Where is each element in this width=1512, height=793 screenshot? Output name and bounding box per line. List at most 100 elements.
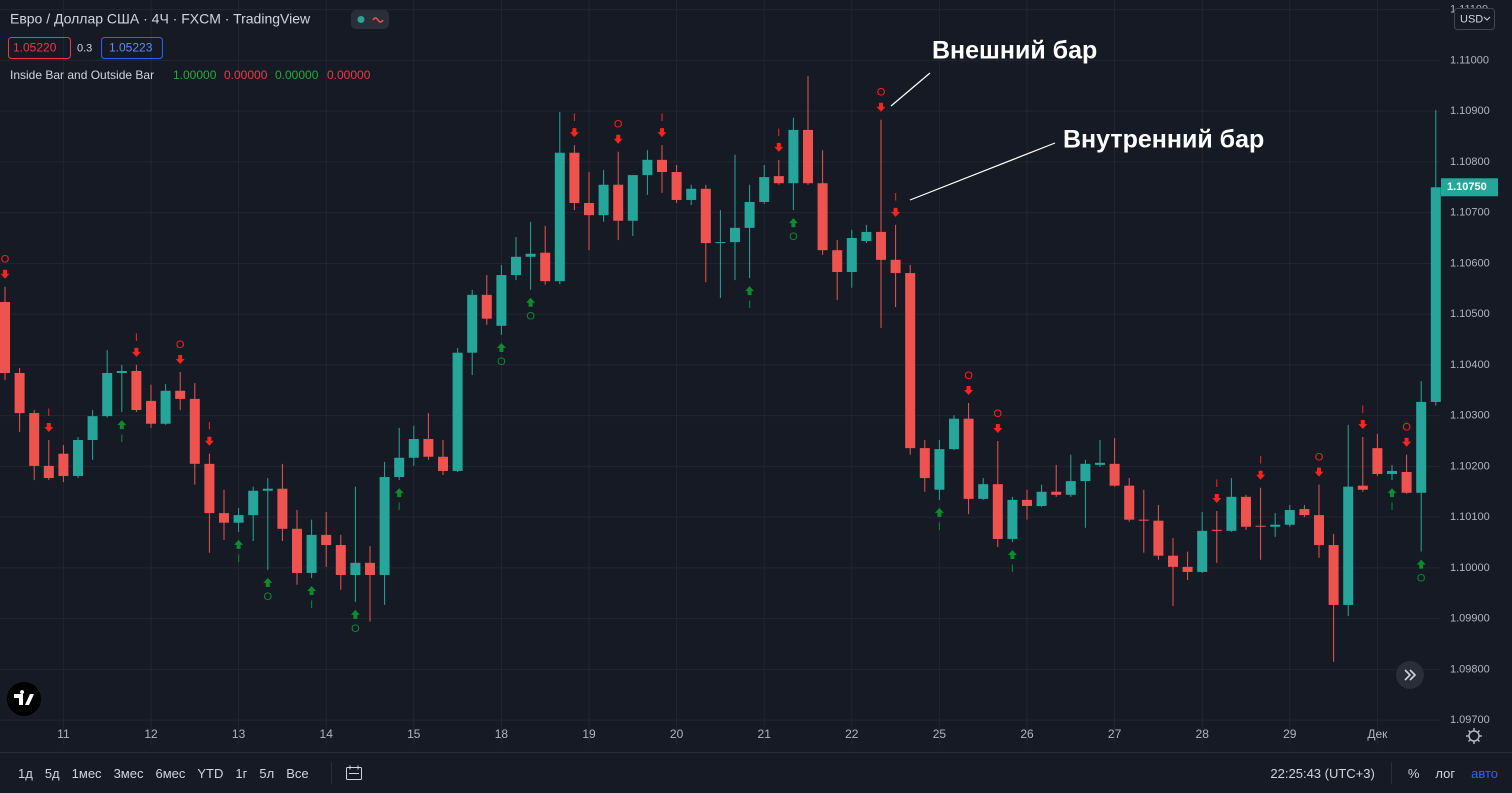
signal-arrow	[876, 102, 886, 112]
candle-body	[1065, 481, 1076, 495]
toggle-wave[interactable]	[372, 17, 384, 23]
range-button[interactable]: 5л	[259, 765, 275, 781]
x-tick-label: 28	[1196, 727, 1210, 741]
currency-selector[interactable]: USD	[1454, 8, 1495, 30]
y-tick-label: 1.10400	[1450, 359, 1490, 371]
x-tick-label: 20	[670, 727, 684, 741]
auto-toggle[interactable]: авто	[1471, 765, 1498, 781]
candle-body	[1372, 448, 1383, 474]
x-tick-label: 21	[758, 727, 772, 741]
signal-arrow	[993, 424, 1003, 434]
logo-bg[interactable]	[7, 682, 41, 716]
range-button[interactable]: 1мес	[71, 765, 102, 781]
ask-price[interactable]: 1.05223	[109, 41, 153, 55]
logo[interactable]	[7, 682, 41, 716]
candle-body	[978, 484, 989, 499]
x-tick-label: 11	[57, 727, 70, 741]
signal-label: O	[497, 356, 506, 368]
range-button[interactable]: YTD	[197, 765, 224, 781]
settings-icon[interactable]	[1466, 728, 1482, 744]
visibility-toggle[interactable]	[351, 10, 389, 29]
range-button[interactable]: 5д	[44, 765, 60, 781]
candle-body	[846, 238, 857, 273]
candle-body	[467, 294, 478, 353]
candle-body	[277, 488, 288, 529]
y-tick-label: 1.10900	[1450, 105, 1490, 117]
candle-body	[642, 159, 653, 176]
calendar-icon[interactable]	[345, 767, 362, 780]
range-button[interactable]: 6мес	[155, 765, 186, 781]
signal-arrow	[117, 420, 127, 430]
bid-price[interactable]: 1.05220	[13, 41, 57, 55]
signals: O I I I O I I O I O I O O I O I I I O O I I O O I I I O I I O O	[0, 87, 1426, 635]
logo-mark[interactable]	[14, 690, 34, 705]
candle-body	[1270, 524, 1281, 527]
last-price-box	[1441, 178, 1498, 197]
grid	[0, 0, 1440, 745]
candle-body	[657, 159, 667, 173]
settings[interactable]	[1466, 728, 1482, 744]
candle-body	[1387, 470, 1397, 474]
bid-box[interactable]	[8, 37, 71, 59]
y-tick-label: 1.11000	[1450, 54, 1489, 66]
candle-body	[511, 256, 521, 276]
signal-arrow	[891, 207, 901, 217]
annotation-line	[890, 72, 931, 107]
x-tick-label: 18	[495, 727, 509, 741]
signal-label: I	[1215, 478, 1218, 490]
signal-label: I	[310, 599, 313, 611]
signal-arrow	[1402, 437, 1412, 447]
toggle-dot[interactable]	[357, 16, 365, 23]
currency-box[interactable]	[1454, 8, 1495, 30]
toggle-bg[interactable]	[351, 10, 389, 29]
scroll-icon[interactable]	[1404, 669, 1417, 681]
candle-body	[131, 370, 142, 411]
candle-body	[146, 400, 156, 424]
currency[interactable]: USD	[1460, 13, 1483, 25]
y-tick-label: 1.10200	[1450, 460, 1490, 472]
candle-body	[219, 513, 229, 523]
candle-body	[379, 477, 390, 575]
percent-toggle[interactable]: %	[1407, 765, 1420, 781]
candle-body	[730, 227, 740, 243]
log-toggle[interactable]: лог	[1435, 765, 1456, 781]
range-button[interactable]: 3мес	[113, 765, 144, 781]
x-tick-label: 19	[582, 727, 596, 741]
candle-body	[890, 259, 901, 274]
signal-arrow	[350, 609, 360, 619]
signal-arrow	[657, 128, 667, 138]
candle-body	[1124, 485, 1135, 520]
calendar-icon[interactable]	[348, 765, 359, 774]
signal-arrow	[788, 218, 798, 228]
currency-caret[interactable]	[1483, 16, 1491, 21]
date-range-button[interactable]	[344, 763, 364, 783]
signal-label: O	[614, 119, 623, 131]
range-button[interactable]: 1г	[235, 765, 248, 781]
range-button[interactable]: Все	[286, 765, 309, 781]
candle-body	[1299, 509, 1310, 516]
x-tick-label: 29	[1283, 727, 1297, 741]
signal-label: O	[964, 370, 973, 382]
signal-arrow	[613, 134, 623, 144]
indicator-value: 1.00000	[173, 68, 217, 82]
indicator-value: 0.00000	[224, 68, 268, 82]
candle-body	[248, 490, 259, 516]
signal-arrow	[964, 385, 974, 395]
spread: 0.3	[77, 42, 92, 54]
x-tick-label: 26	[1020, 727, 1034, 741]
candle-body	[949, 418, 959, 450]
candle-body	[1051, 491, 1062, 495]
separator	[1390, 762, 1392, 784]
candle-body	[1036, 491, 1047, 506]
range-button[interactable]: 1д	[18, 765, 33, 781]
candle-body	[554, 152, 565, 282]
y-tick-label: 1.09800	[1450, 663, 1490, 675]
candle-body	[423, 438, 434, 457]
candle-body	[525, 253, 536, 257]
candle-body	[43, 465, 54, 479]
scroll-to-realtime[interactable]	[1396, 661, 1424, 689]
signal-label: I	[938, 521, 941, 533]
clock[interactable]: 22:25:43 (UTC+3)	[1270, 765, 1375, 781]
candle-body	[1357, 485, 1368, 490]
ask-box[interactable]	[101, 37, 163, 59]
